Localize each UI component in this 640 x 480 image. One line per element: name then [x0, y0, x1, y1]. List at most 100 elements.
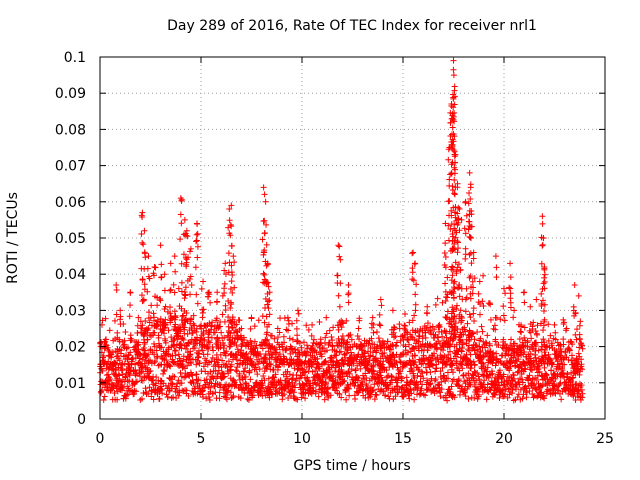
- data-point: [395, 389, 402, 396]
- data-point: [453, 305, 460, 312]
- data-point: [325, 393, 332, 400]
- data-point: [340, 378, 347, 385]
- data-point: [171, 313, 178, 320]
- data-point: [526, 327, 533, 334]
- data-point: [529, 345, 536, 352]
- data-point: [207, 299, 214, 306]
- data-point: [260, 372, 267, 379]
- data-point: [356, 317, 363, 324]
- data-point-peak: [539, 213, 546, 220]
- data-point: [570, 374, 577, 381]
- data-point: [330, 324, 337, 331]
- data-point: [575, 350, 582, 357]
- data-point: [390, 326, 397, 333]
- data-point: [112, 366, 119, 373]
- data-point: [540, 280, 547, 287]
- data-point: [393, 359, 400, 366]
- data-point: [459, 365, 466, 372]
- data-point: [171, 343, 178, 350]
- data-point: [551, 351, 558, 358]
- data-point: [173, 383, 180, 390]
- data-point: [346, 361, 353, 368]
- data-point: [181, 317, 188, 324]
- data-point: [447, 226, 454, 233]
- data-point: [171, 335, 178, 342]
- data-point: [409, 317, 416, 324]
- data-point: [377, 369, 384, 376]
- data-point: [157, 297, 164, 304]
- data-point: [305, 368, 312, 375]
- x-tick-label: 0: [96, 431, 105, 447]
- data-point: [228, 262, 235, 269]
- data-point: [145, 315, 152, 322]
- data-point: [520, 342, 527, 349]
- data-point: [221, 290, 228, 297]
- data-point: [336, 390, 343, 397]
- data-point: [204, 344, 211, 351]
- data-point: [520, 359, 527, 366]
- data-point: [493, 314, 500, 321]
- data-point: [281, 339, 288, 346]
- data-point: [179, 335, 186, 342]
- data-point: [230, 376, 237, 383]
- data-point: [509, 346, 516, 353]
- data-point: [527, 355, 534, 362]
- data-point: [370, 329, 377, 336]
- data-point: [458, 314, 465, 321]
- data-point: [237, 381, 244, 388]
- data-point: [449, 245, 456, 252]
- data-point: [470, 341, 477, 348]
- data-point: [261, 377, 268, 384]
- data-point: [432, 301, 439, 308]
- data-point: [124, 344, 131, 351]
- data-point: [384, 338, 391, 345]
- data-point: [492, 362, 499, 369]
- data-point: [567, 378, 574, 385]
- data-point: [154, 353, 161, 360]
- data-point: [158, 383, 165, 390]
- data-point: [482, 339, 489, 346]
- data-point: [264, 290, 271, 297]
- data-point: [526, 372, 533, 379]
- data-point: [451, 246, 458, 253]
- data-point: [506, 284, 513, 291]
- data-point-peak: [113, 282, 120, 289]
- data-point: [140, 345, 147, 352]
- data-point: [412, 301, 419, 308]
- data-point-peak: [181, 216, 188, 223]
- data-point: [328, 333, 335, 340]
- data-point: [474, 369, 481, 376]
- data-point: [376, 321, 383, 328]
- data-point-peak: [228, 202, 235, 209]
- data-point: [220, 361, 227, 368]
- data-point: [319, 344, 326, 351]
- data-point: [496, 395, 503, 402]
- data-point: [419, 341, 426, 348]
- data-point-peak: [135, 314, 142, 321]
- data-point: [562, 349, 569, 356]
- data-point: [269, 344, 276, 351]
- data-point: [444, 397, 451, 404]
- data-point: [371, 396, 378, 403]
- data-point: [367, 344, 374, 351]
- data-point: [144, 265, 151, 272]
- data-point: [100, 352, 107, 359]
- data-point: [138, 360, 145, 367]
- data-point: [167, 319, 174, 326]
- data-point: [475, 373, 482, 380]
- data-point: [552, 329, 559, 336]
- data-point: [169, 381, 176, 388]
- data-point: [347, 349, 354, 356]
- data-point: [152, 293, 159, 300]
- data-point: [300, 339, 307, 346]
- data-point: [408, 377, 415, 384]
- data-point: [344, 338, 351, 345]
- data-point: [534, 322, 541, 329]
- data-point: [153, 347, 160, 354]
- data-point: [98, 339, 105, 346]
- data-point: [442, 360, 449, 367]
- data-point: [193, 291, 200, 298]
- data-point: [143, 357, 150, 364]
- data-point: [166, 362, 173, 369]
- data-point: [116, 357, 123, 364]
